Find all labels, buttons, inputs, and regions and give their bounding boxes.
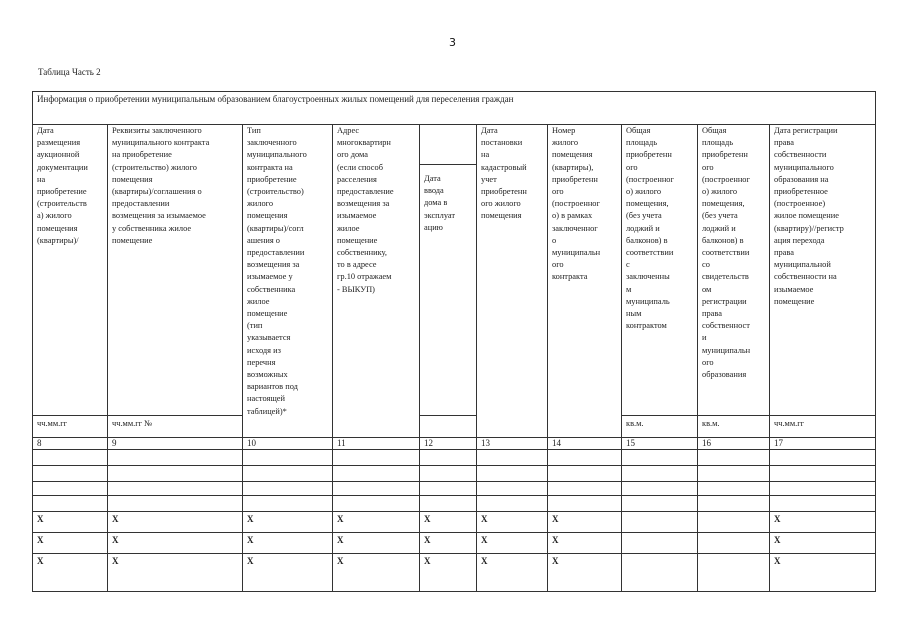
column-number: 11	[332, 437, 420, 450]
header-col-10: Тип заключенного муниципального контракт…	[242, 124, 333, 438]
acquisition-table: Информация о приобретении муниципальным …	[31, 91, 877, 592]
table-cell: X	[332, 511, 420, 533]
table-cell: X	[768, 511, 877, 533]
column-number: 8	[32, 437, 108, 450]
table-cell: X	[419, 511, 477, 533]
table-cell	[621, 553, 698, 592]
table-cell: X	[332, 553, 420, 592]
column-number: 12	[419, 437, 477, 450]
table-cell: X	[476, 553, 548, 592]
table-cell: X	[32, 532, 108, 554]
header-col-15: Общая площадь приобретенн ого (построенн…	[621, 124, 698, 416]
unit-col-8: чч.мм.гг	[32, 415, 108, 438]
table-cell: X	[476, 511, 548, 533]
table-cell: X	[547, 511, 622, 533]
header-col-16: Общая площадь приобретенн ого (построенн…	[697, 124, 770, 416]
header-col-17: Дата регистрации права собственности мун…	[768, 124, 877, 416]
page-number: 3	[449, 36, 456, 49]
table-cell: X	[547, 532, 622, 554]
table-cell: X	[107, 511, 243, 533]
header-col-12: Дата ввода дома в эксплуат ацию	[419, 164, 477, 416]
table-cell	[697, 511, 770, 533]
table-cell: X	[419, 532, 477, 554]
unit-col-15: кв.м.	[621, 415, 698, 438]
table-cell	[697, 532, 770, 554]
table-cell	[697, 553, 770, 592]
header-col-12-blank	[419, 124, 477, 165]
table-cell: X	[768, 553, 877, 592]
table-cell: X	[768, 532, 877, 554]
unit-col-17: чч.мм.гг	[768, 415, 877, 438]
table-cell: X	[242, 511, 333, 533]
table-cell: X	[476, 532, 548, 554]
header-col-13: Дата постановки на кадастровый учет прио…	[476, 124, 548, 438]
header-col-8: Дата размещения аукционной документации …	[32, 124, 108, 416]
table-caption: Таблица Часть 2	[38, 67, 101, 77]
column-number: 14	[547, 437, 622, 450]
empty-row	[32, 449, 877, 466]
header-col-14: Номер жилого помещения (квартиры), приоб…	[547, 124, 622, 438]
unit-col-9: чч.мм.гг №	[107, 415, 243, 438]
table-cell: X	[32, 511, 108, 533]
column-number: 15	[621, 437, 698, 450]
empty-row	[32, 481, 877, 496]
table-cell: X	[242, 553, 333, 592]
table-cell: X	[547, 553, 622, 592]
table-cell: X	[332, 532, 420, 554]
table-cell: X	[242, 532, 333, 554]
table-cell: X	[107, 532, 243, 554]
unit-col-12	[419, 415, 477, 438]
column-number: 17	[768, 437, 877, 450]
empty-row	[32, 465, 877, 482]
column-number-row: 8 9 10 11 12 13 14 15 16 17	[32, 437, 877, 450]
header-col-11: Адрес многоквартирн ого дома (если спосо…	[332, 124, 420, 438]
table-cell: X	[32, 553, 108, 592]
header-col-9: Реквизиты заключенного муниципального ко…	[107, 124, 243, 416]
table-cell	[621, 532, 698, 554]
table-cell	[621, 511, 698, 533]
column-number: 10	[242, 437, 333, 450]
column-number: 13	[476, 437, 548, 450]
column-number: 9	[107, 437, 243, 450]
column-number: 16	[697, 437, 770, 450]
table-title: Информация о приобретении муниципальным …	[31, 91, 877, 125]
empty-row	[32, 495, 877, 512]
table-cell: X	[107, 553, 243, 592]
unit-col-16: кв.м.	[697, 415, 770, 438]
table-cell: X	[419, 553, 477, 592]
